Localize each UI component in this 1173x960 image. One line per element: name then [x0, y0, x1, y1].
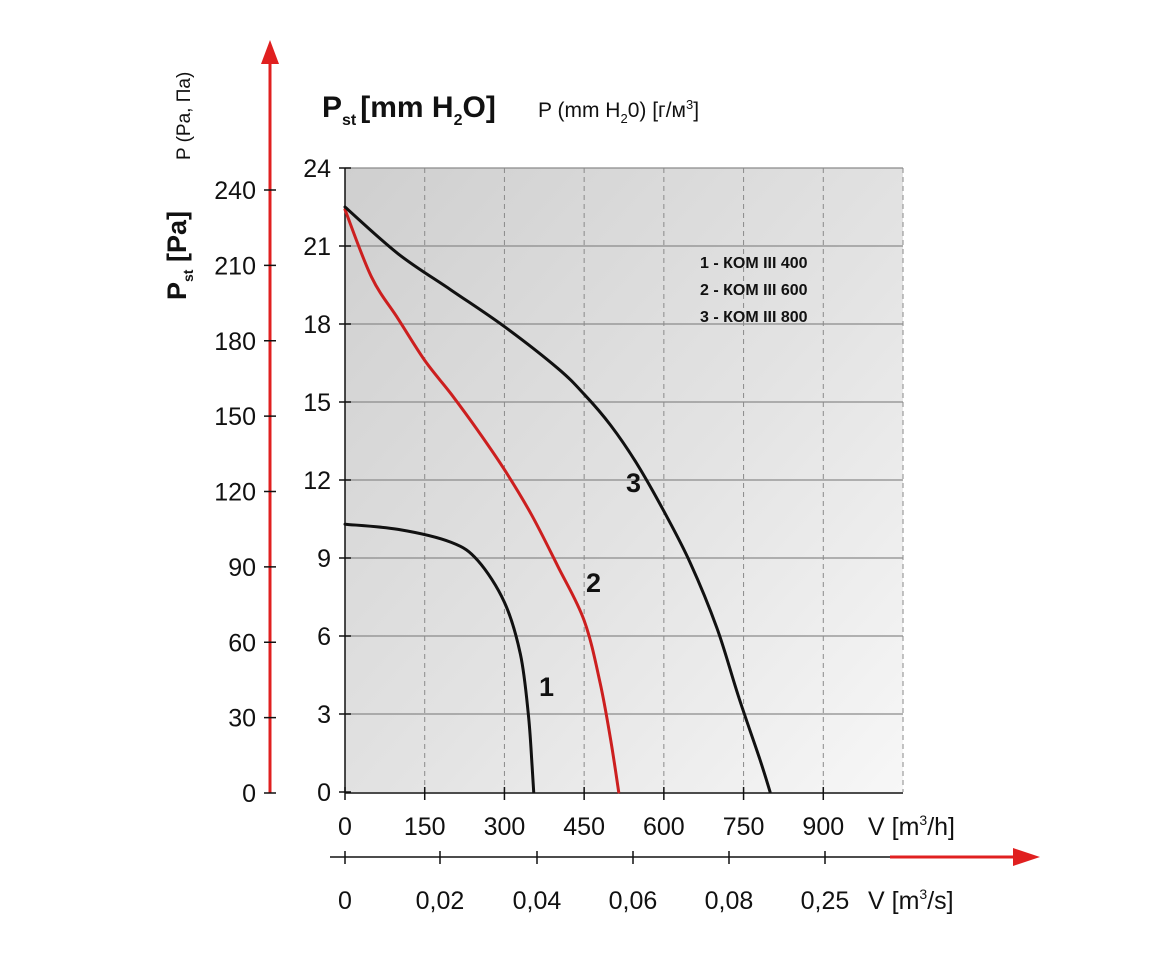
- x-m3h-tick-label: 900: [802, 813, 844, 841]
- pa-tick-label: 30: [228, 705, 256, 733]
- legend: 1 - КОМ III 400 2 - КОМ III 600 3 - КОМ …: [700, 255, 808, 326]
- x-m3h-tick-label: 150: [404, 813, 446, 841]
- curve-label-2: 2: [586, 568, 601, 598]
- curve-label-3: 3: [626, 468, 641, 498]
- mm-tick-label: 24: [303, 155, 331, 183]
- left-axis-vertical-label: P (Pa, Па): [174, 72, 195, 160]
- mm-tick-label: 12: [303, 467, 331, 495]
- ylabel-pa: Pst [Pa]: [162, 211, 196, 300]
- x-m3s-tick-label: 0,02: [416, 887, 465, 915]
- mm-tick-label: 9: [317, 545, 331, 573]
- pa-axis-arrow: [261, 40, 279, 64]
- x-m3h-axis-ticks: 0 150 300 450 600 750 900: [338, 787, 844, 841]
- x-m3s-tick-label: 0: [338, 887, 352, 915]
- x-m3h-tick-label: 0: [338, 813, 352, 841]
- x-m3h-tick-label: 450: [563, 813, 605, 841]
- series-line-1: [343, 522, 536, 794]
- mm-tick-label: 6: [317, 623, 331, 651]
- curves: [343, 205, 772, 794]
- x-m3s-tick-label: 0,08: [705, 887, 754, 915]
- x-m3h-tick-label: 300: [484, 813, 526, 841]
- curve-label-1: 1: [539, 672, 554, 702]
- mm-tick-label: 18: [303, 311, 331, 339]
- pa-axis-ticks: 0 30 60 90 120 150 180 210 240: [214, 177, 276, 808]
- legend-item-3: 3 - КОМ III 800: [700, 309, 808, 326]
- pa-tick-label: 240: [214, 177, 256, 205]
- pa-tick-label: 0: [242, 780, 256, 808]
- pa-tick-label: 90: [228, 554, 256, 582]
- mm-axis-ticks: 0 3 6 9 12 15 18 21 24: [303, 155, 351, 807]
- mm-tick-label: 3: [317, 701, 331, 729]
- x-m3s-axis-ticks: 0 0,02 0,04 0,06 0,08 0,25: [338, 851, 849, 915]
- pa-tick-label: 150: [214, 403, 256, 431]
- x-m3s-axis-arrow: [1013, 848, 1040, 866]
- mm-tick-label: 21: [303, 233, 331, 261]
- legend-item-1: 1 - КОМ III 400: [700, 255, 808, 272]
- series-line-2: [343, 208, 621, 794]
- mm-tick-label: 15: [303, 389, 331, 417]
- pa-tick-label: 120: [214, 479, 256, 507]
- pa-tick-label: 60: [228, 629, 256, 657]
- title-main: Pst [mm H2O]: [322, 91, 496, 129]
- mm-tick-label: 0: [317, 779, 331, 807]
- series-line-3: [343, 205, 772, 794]
- x-m3h-tick-label: 750: [723, 813, 765, 841]
- title-secondary: P (mm H20) [г/м3]: [538, 97, 699, 126]
- legend-item-2: 2 - КОМ III 600: [700, 282, 808, 299]
- x-m3s-tick-label: 0,04: [513, 887, 562, 915]
- pa-tick-label: 180: [214, 328, 256, 356]
- x-m3h-tick-label: 600: [643, 813, 685, 841]
- pa-tick-label: 210: [214, 252, 256, 280]
- x-m3s-tick-label: 0,25: [801, 887, 850, 915]
- x-m3h-label: V [m3/h]: [868, 812, 955, 841]
- x-m3s-tick-label: 0,06: [609, 887, 658, 915]
- x-m3s-label: V [m3/s]: [868, 886, 954, 915]
